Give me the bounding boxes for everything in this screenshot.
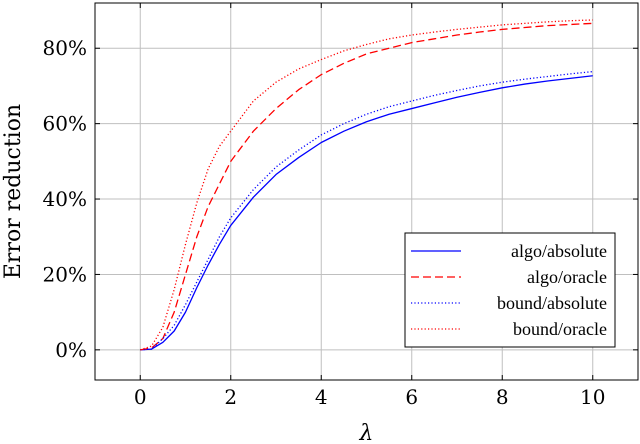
grid (95, 3, 638, 380)
series-bound-absolute (140, 70, 593, 351)
legend-box (404, 232, 616, 348)
y-tick-label: 80% (43, 36, 87, 60)
legend-label: bound/oracle (513, 319, 607, 339)
legend: algo/absolute algo/oracle bound/absolute bo… (404, 232, 616, 348)
x-tick-label: 4 (315, 385, 328, 409)
y-tick-label: 60% (43, 112, 87, 136)
y-tick-label: 40% (43, 187, 87, 211)
series-algo-oracle (140, 22, 593, 351)
series-bound-oracle (140, 19, 593, 351)
series-layer (140, 19, 593, 351)
series-algo-absolute (140, 75, 593, 351)
y-tick-label: 0% (55, 338, 87, 362)
plot-frame (94, 2, 639, 381)
ticks (95, 3, 638, 380)
legend-label: algo/absolute (511, 241, 607, 261)
x-axis-label: λ (359, 421, 374, 444)
tick-labels: 0 2 4 6 8 10 0% 20% 40% 60% 80% (43, 36, 606, 409)
x-tick-label: 6 (405, 385, 418, 409)
x-tick-label: 8 (496, 385, 509, 409)
legend-label: algo/oracle (527, 267, 607, 287)
y-axis-label: Error reduction (1, 104, 26, 279)
x-tick-label: 2 (224, 385, 237, 409)
x-tick-label: 10 (580, 385, 605, 409)
y-tick-label: 20% (43, 262, 87, 286)
legend-label: bound/absolute (497, 293, 607, 313)
x-tick-label: 0 (134, 385, 147, 409)
